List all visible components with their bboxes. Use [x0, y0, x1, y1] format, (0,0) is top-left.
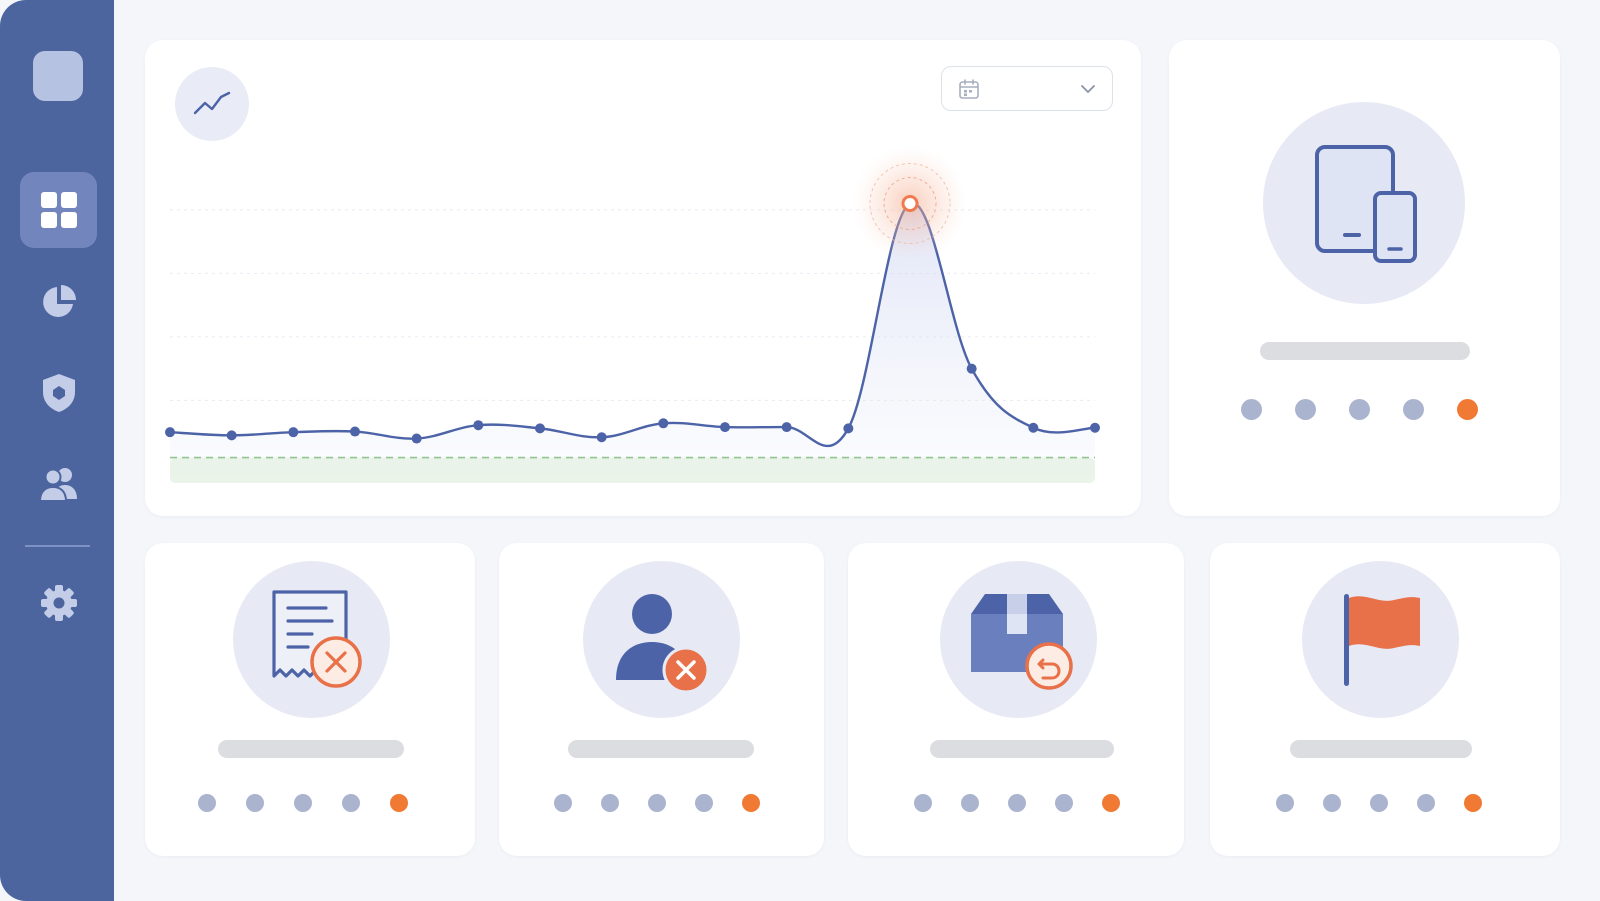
pagination-dot[interactable]: [294, 794, 312, 812]
chart-point: [843, 423, 854, 434]
chart-point: [720, 422, 730, 433]
card-label-placeholder: [1260, 342, 1470, 360]
trend-chart-card: [145, 40, 1141, 516]
chart-point: [473, 420, 484, 431]
card-label-placeholder: [568, 740, 754, 758]
pagination-dot[interactable]: [1008, 794, 1026, 812]
pagination-dot-active[interactable]: [1102, 794, 1120, 812]
pagination-dot[interactable]: [1403, 399, 1424, 420]
chart-point: [411, 433, 422, 444]
chart-point: [288, 427, 299, 438]
peak-ring: [883, 177, 937, 231]
pagination-dot[interactable]: [1295, 399, 1316, 420]
pagination-dots: [198, 794, 408, 812]
pagination-dot-active[interactable]: [1457, 399, 1478, 420]
receipt-card[interactable]: [145, 543, 475, 856]
shield-icon: [42, 374, 75, 412]
chart-point: [596, 432, 607, 443]
chart-point: [658, 418, 669, 429]
flag-icon: [1343, 593, 1420, 686]
pagination-dots: [914, 794, 1120, 812]
receipt-cancel-icon: [271, 589, 362, 688]
peak-ring: [869, 163, 951, 245]
device-card[interactable]: [1169, 40, 1560, 516]
user-remove-icon: [615, 593, 709, 692]
sidebar-item-analytics[interactable]: [20, 264, 97, 340]
pagination-dots: [1276, 794, 1482, 812]
sidebar-divider: [25, 545, 90, 547]
chart-point: [1028, 422, 1039, 433]
devices-icon-circle: [1263, 102, 1465, 304]
pagination-dot[interactable]: [648, 794, 666, 812]
user-icon-circle: [583, 561, 740, 718]
pagination-dot[interactable]: [1055, 794, 1073, 812]
pagination-dots: [554, 794, 760, 812]
chart-point: [535, 423, 545, 434]
card-label-placeholder: [1290, 740, 1472, 758]
pie-chart-icon: [42, 285, 76, 317]
chart-point: [165, 427, 175, 438]
card-label-placeholder: [930, 740, 1114, 758]
calendar-icon: [959, 78, 979, 99]
date-range-picker[interactable]: [941, 66, 1113, 111]
sidebar-item-users[interactable]: [20, 446, 97, 522]
pagination-dot-active[interactable]: [742, 794, 760, 812]
pagination-dot[interactable]: [1241, 399, 1262, 420]
pagination-dot[interactable]: [1370, 794, 1388, 812]
sidebar-item-settings[interactable]: [20, 565, 97, 641]
sidebar-item-dashboard[interactable]: [20, 172, 97, 248]
package-icon-circle: [940, 561, 1097, 718]
trend-line-chart: [165, 145, 1100, 484]
chart-point: [781, 422, 792, 433]
sidebar-item-security[interactable]: [20, 355, 97, 431]
package-card[interactable]: [848, 543, 1184, 856]
chart-point: [350, 426, 360, 437]
pagination-dot-active[interactable]: [390, 794, 408, 812]
pagination-dot[interactable]: [554, 794, 572, 812]
pagination-dot[interactable]: [198, 794, 216, 812]
pagination-dot[interactable]: [961, 794, 979, 812]
pagination-dot[interactable]: [914, 794, 932, 812]
dashboard-grid-icon: [40, 192, 77, 228]
user-card[interactable]: [499, 543, 824, 856]
pagination-dot[interactable]: [246, 794, 264, 812]
flag-icon-circle: [1302, 561, 1459, 718]
receipt-icon-circle: [233, 561, 390, 718]
pagination-dot[interactable]: [1349, 399, 1370, 420]
package-return-icon: [970, 593, 1073, 690]
trend-line-icon: [193, 91, 231, 115]
pagination-dot[interactable]: [1276, 794, 1294, 812]
pagination-dots: [1241, 399, 1478, 420]
chart-point: [1090, 422, 1100, 433]
pagination-dot[interactable]: [1417, 794, 1435, 812]
app-logo[interactable]: [33, 51, 83, 101]
pagination-dot[interactable]: [342, 794, 360, 812]
trend-badge: [175, 67, 249, 141]
pagination-dot-active[interactable]: [1464, 794, 1482, 812]
pagination-dot[interactable]: [695, 794, 713, 812]
sidebar: [0, 0, 114, 901]
pagination-dot[interactable]: [601, 794, 619, 812]
chart-area-fill: [170, 202, 1095, 484]
chart-point-peak: [901, 195, 919, 213]
pagination-dot[interactable]: [1323, 794, 1341, 812]
card-label-placeholder: [218, 740, 404, 758]
chevron-down-icon: [1081, 84, 1095, 93]
users-icon: [38, 468, 77, 502]
chart-point: [226, 430, 237, 441]
gear-icon: [40, 585, 77, 621]
chart-point: [966, 363, 977, 374]
devices-icon: [1315, 145, 1417, 263]
flag-card[interactable]: [1210, 543, 1560, 856]
